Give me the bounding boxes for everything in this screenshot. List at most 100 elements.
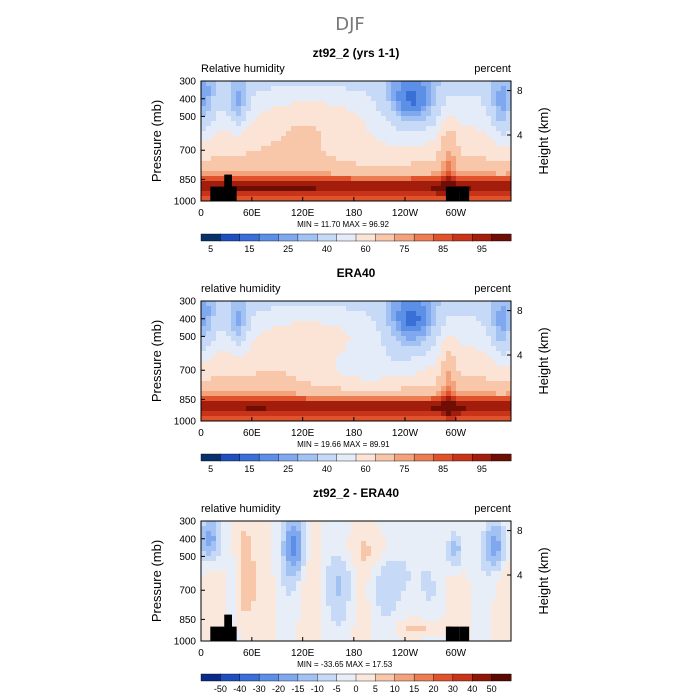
heatmap-cell (406, 96, 412, 102)
colorbar-swatch (239, 453, 260, 462)
heatmap-cell (306, 176, 312, 182)
heatmap-cell (491, 366, 497, 372)
heatmap-cell (321, 341, 327, 347)
heatmap-cell (336, 301, 342, 307)
heatmap-cell (431, 306, 437, 312)
heatmap-cell (356, 636, 362, 642)
heatmap-cell (201, 141, 207, 147)
heatmap-cell (346, 151, 352, 157)
heatmap-cell (401, 396, 407, 402)
heatmap-cell (366, 306, 372, 312)
heatmap-cell (381, 341, 387, 347)
heatmap-cell (261, 311, 267, 317)
heatmap-cell (286, 366, 292, 372)
heatmap-cell (291, 141, 297, 147)
heatmap-cell (436, 556, 442, 562)
heatmap-cell (261, 351, 267, 357)
heatmap-cell (236, 386, 242, 392)
heatmap-cell (306, 531, 312, 537)
heatmap-cell (256, 81, 262, 87)
heatmap-cell (466, 106, 472, 112)
colorbar-label: 95 (477, 244, 487, 254)
colorbar-swatch (258, 233, 279, 242)
heatmap-cell (456, 546, 462, 552)
heatmap-cell (236, 111, 242, 117)
heatmap-cell (296, 406, 302, 412)
heatmap-cell (421, 566, 427, 572)
heatmap-cell (471, 366, 477, 372)
x-tick-label: 120E (291, 208, 315, 219)
heatmap-cell (256, 396, 262, 402)
heatmap-cell (441, 166, 447, 172)
heatmap-cell (436, 341, 442, 347)
heatmap-cell (411, 621, 417, 627)
heatmap-cell (436, 391, 442, 397)
colorbar-swatch (433, 673, 454, 682)
heatmap-cell (266, 161, 272, 167)
heatmap-cell (216, 536, 222, 542)
heatmap-cell (356, 116, 362, 122)
min-max-text: MIN = 19.66 MAX = 89.91 (297, 440, 390, 449)
heatmap-cell (381, 106, 387, 112)
heatmap-cell (396, 301, 402, 307)
heatmap-cell (291, 306, 297, 312)
heatmap-cell (386, 366, 392, 372)
heatmap-cell (211, 621, 217, 627)
heatmap-cells (201, 301, 512, 422)
heatmap-cell (451, 571, 457, 577)
heatmap-cell (401, 156, 407, 162)
heatmap-cell (416, 521, 422, 527)
heatmap-cell (246, 586, 252, 592)
heatmap-cell (226, 341, 232, 347)
heatmap-cell (416, 541, 422, 547)
heatmap-cell (271, 141, 277, 147)
heatmap-cell (376, 321, 382, 327)
heatmap-cell (276, 376, 282, 382)
heatmap-cell (376, 106, 382, 112)
heatmap-cell (351, 526, 357, 532)
heatmap-cell (396, 396, 402, 402)
heatmap-cell (461, 321, 467, 327)
heatmap-cell (241, 341, 247, 347)
heatmap-cell (426, 386, 432, 392)
heatmap-cell (466, 361, 472, 367)
heatmap-cell (251, 121, 257, 127)
heatmap-cell (231, 316, 237, 322)
heatmap-cell (311, 116, 317, 122)
heatmap-cell (206, 151, 212, 157)
heatmap-cell (271, 91, 277, 97)
heatmap-cell (366, 116, 372, 122)
heatmap-cell (286, 121, 292, 127)
heatmap-cell (486, 391, 492, 397)
heatmap-cell (471, 601, 477, 607)
heatmap-cell (466, 116, 472, 122)
heatmap-cell (356, 86, 362, 92)
heatmap-cell (281, 326, 287, 332)
heatmap-cell (446, 86, 452, 92)
heatmap-cell (381, 121, 387, 127)
heatmap-cell (351, 571, 357, 577)
heatmap-cell (261, 616, 267, 622)
heatmap-cell (436, 131, 442, 137)
heatmap-cell (476, 591, 482, 597)
heatmap-cell (351, 601, 357, 607)
heatmap-cell (356, 526, 362, 532)
heatmap-cell (216, 106, 222, 112)
heatmap-cell (316, 151, 322, 157)
heatmap-cell (496, 106, 502, 112)
heatmap-cell (246, 621, 252, 627)
heatmap-cell (506, 91, 512, 97)
heatmap-cell (441, 331, 447, 337)
heatmap-cell (266, 371, 272, 377)
heatmap-cell (316, 156, 322, 162)
heatmap-cell (466, 96, 472, 102)
heatmap-cell (411, 351, 417, 357)
heatmap-cell (356, 101, 362, 107)
heatmap-cell (261, 531, 267, 537)
heatmap-cell (246, 161, 252, 167)
heatmap-cell (206, 131, 212, 137)
heatmap-cell (391, 311, 397, 317)
heatmap-cell (406, 121, 412, 127)
heatmap-cell (371, 111, 377, 117)
heatmap-cell (321, 396, 327, 402)
